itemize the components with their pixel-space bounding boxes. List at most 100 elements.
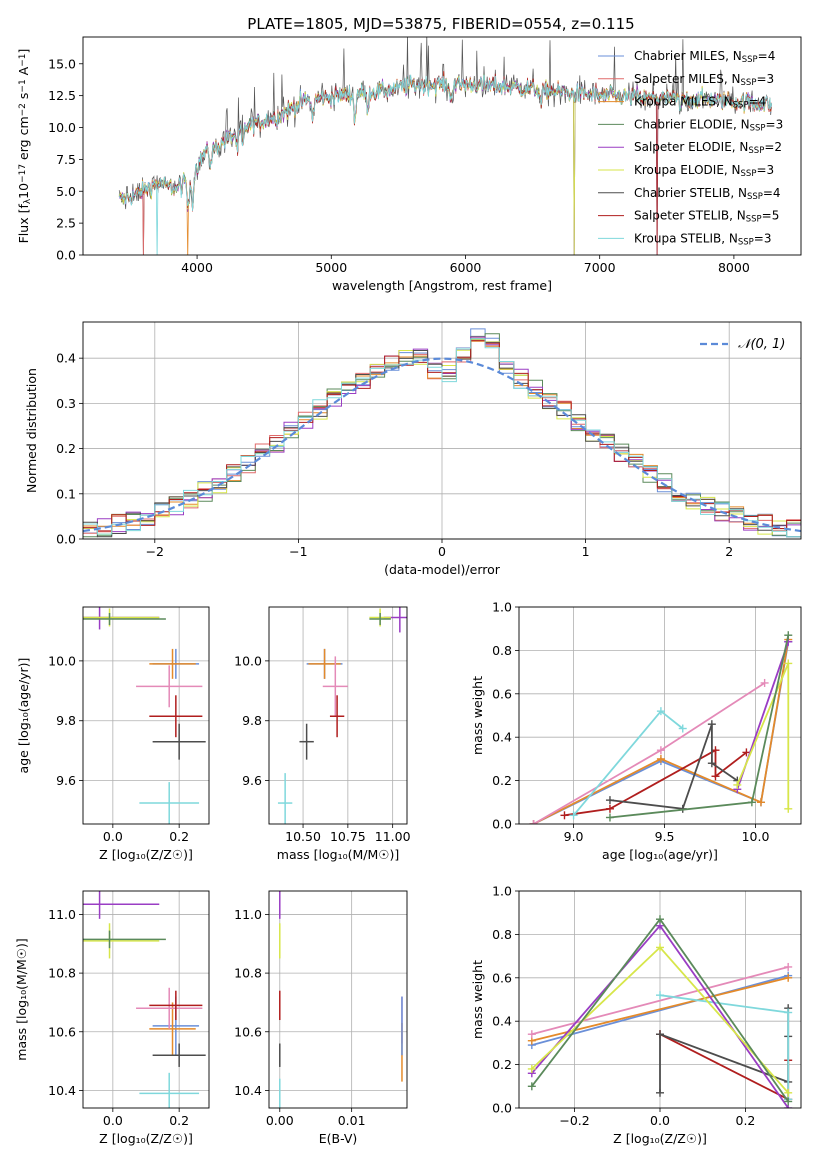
legend-label-text: Chabrier MILES, N — [634, 49, 742, 63]
x-axis-label: Z [log₁₀(Z/Z☉)] — [99, 1131, 193, 1146]
weight-marker — [656, 991, 664, 1000]
x-axis-label: Z [log₁₀(Z/Z☉)] — [613, 1131, 707, 1146]
x-tick-label: −0.2 — [559, 1113, 589, 1128]
legend-label: Chabrier MILES, NSSP=4 — [634, 49, 775, 65]
legend-label: Chabrier ELODIE, NSSP=3 — [634, 117, 783, 133]
weight-marker — [742, 748, 751, 757]
z-mass-panel: 0.0 0.2 10.4 10.6 10.8 11.0 Z [log₁₀(Z/Z☉)] mas… — [14, 890, 210, 1146]
spectrum-lines — [118, 37, 772, 255]
errorbar-point — [136, 987, 203, 1029]
weight-marker — [527, 1064, 536, 1073]
z-age-panel: 0.0 0.2 9.6 9.8 10.0 Z [log₁₀(Z/Z☉)] age [log₁… — [16, 606, 210, 862]
y-axis-label-part: −1 — [18, 54, 28, 67]
y-axis-label-part: ] — [16, 49, 31, 54]
grid — [269, 607, 407, 824]
legend: 𝒩(0, 1) — [700, 337, 785, 352]
errorbar-point — [329, 695, 345, 738]
weight-marker — [784, 1097, 793, 1106]
grid — [519, 606, 801, 825]
errorbars — [83, 607, 206, 824]
y-tick-label: 0.8 — [492, 927, 512, 942]
weight-marker — [711, 772, 720, 781]
histogram-lines — [83, 328, 801, 538]
legend-label-count: =2 — [764, 140, 782, 154]
x-tick-label: 2 — [725, 544, 733, 559]
errorbar-point — [139, 782, 200, 824]
legend-label-count: =3 — [756, 163, 774, 177]
weight-marker — [569, 811, 578, 820]
y-axis-label-part: −2 — [18, 103, 28, 116]
weight-marker — [605, 796, 614, 805]
legend-label-count: =4 — [763, 186, 781, 200]
errorbar-point — [136, 665, 203, 708]
y-tick-label: 0.4 — [56, 351, 76, 366]
legend-label-text: Salpeter MILES, N — [634, 72, 741, 86]
spectrum-series-line — [118, 37, 772, 255]
legend-label: 𝒩(0, 1) — [738, 337, 785, 352]
y-axis-label-part: −17 — [18, 164, 28, 183]
x-axis-label: E(B-V) — [319, 1131, 358, 1146]
axes-frame — [82, 321, 802, 540]
y-axis-label-part: 10 — [16, 183, 31, 199]
errorbar-point — [149, 648, 196, 679]
histogram-series — [83, 338, 801, 538]
weight-marker — [529, 820, 538, 824]
weight-marker — [527, 1082, 536, 1091]
y-tick-label: 0.8 — [492, 643, 512, 658]
y-tick-label: 0.0 — [492, 817, 512, 832]
axes-frame — [82, 36, 802, 256]
x-tick-label: 7000 — [584, 260, 616, 275]
legend-label-sub: SSP — [741, 78, 757, 88]
y-tick-label: 10.8 — [48, 966, 76, 981]
errorbars — [83, 891, 206, 1108]
y-axis-label: mass weight — [470, 960, 485, 1039]
weight-marker — [784, 804, 793, 813]
legend-label-count: =3 — [754, 231, 772, 245]
weight-series-line — [531, 974, 789, 1046]
weight-marker — [527, 1030, 536, 1039]
legend-label: Kroupa STELIB, NSSP=3 — [634, 231, 772, 247]
y-tick-label: 0.1 — [56, 486, 76, 501]
x-tick-label: 0.2 — [169, 829, 189, 844]
axes-frame — [268, 606, 408, 825]
legend-label-sub: SSP — [742, 55, 758, 65]
y-tick-label: 1.0 — [492, 600, 512, 615]
mass-age-panel: 10.50 10.75 11.00 9.6 9.8 10.0 mass [log₁₀(M/M… — [234, 606, 411, 862]
residuals-panel: −2 −1 0 1 2 0.0 0.1 0.2 0.3 0.4 (data-model)/error… — [24, 321, 802, 577]
age-weight-panel: 9.0 9.5 10.0 0.0 0.2 0.4 0.6 0.8 1.0 age [log₁₀(a… — [470, 600, 802, 862]
errorbar-point — [149, 1002, 196, 1056]
y-tick-label: 0.6 — [492, 686, 512, 701]
errorbar-point — [152, 1043, 206, 1067]
y-tick-label: 10.0 — [234, 653, 262, 668]
legend-label-text: Salpeter STELIB, N — [634, 209, 746, 223]
weight-marker — [784, 1088, 793, 1097]
weight-marker — [605, 804, 614, 813]
weight-marker — [605, 813, 614, 822]
errorbar-point — [83, 930, 166, 949]
y-tick-label: 0.0 — [56, 532, 76, 547]
legend-label: Chabrier STELIB, NSSP=4 — [634, 186, 781, 202]
x-tick-label: 4000 — [181, 260, 213, 275]
axes-frame — [518, 606, 802, 825]
figure-title: PLATE=1805, MJD=53875, FIBERID=0554, z=0… — [247, 15, 634, 33]
y-tick-label: 0.0 — [492, 1101, 512, 1116]
legend-label: Salpeter STELIB, NSSP=5 — [634, 209, 779, 225]
weight-marker — [733, 780, 742, 789]
y-tick-label: 11.0 — [48, 907, 76, 922]
x-tick-label: 11.00 — [375, 829, 411, 844]
legend-label-text: Salpeter ELODIE, N — [634, 140, 748, 154]
legend-label-sub: SSP — [750, 123, 766, 133]
spectrum-series-line — [118, 74, 772, 255]
y-axis-label: age [log₁₀(age/yr)] — [16, 658, 31, 774]
legend-label-text: Kroupa MILES, N — [634, 95, 733, 109]
y-tick-label: 9.8 — [56, 713, 76, 728]
axes-frame — [82, 606, 210, 825]
x-axis-label: wavelength [Angstrom, rest frame] — [332, 278, 552, 293]
y-axis-label: Normed distribution — [24, 368, 39, 493]
y-tick-label: 0.0 — [56, 248, 76, 263]
y-tick-label: 0.4 — [492, 1014, 512, 1029]
weight-series-line — [533, 682, 766, 824]
weight-marker — [756, 798, 765, 807]
